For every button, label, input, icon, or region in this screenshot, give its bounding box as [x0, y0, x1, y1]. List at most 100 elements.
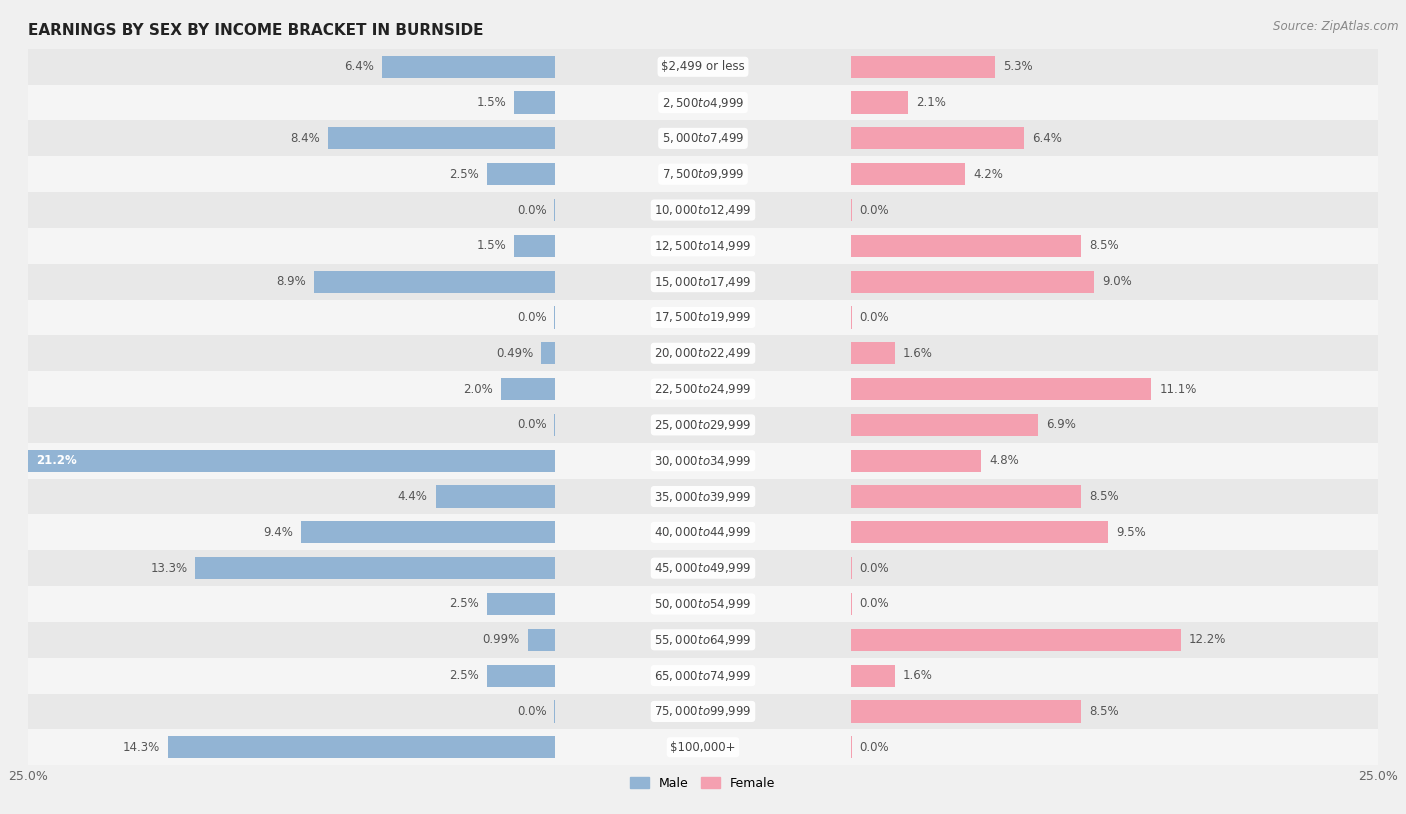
Bar [501, 378, 554, 400]
Bar [436, 485, 554, 508]
Bar [28, 443, 1378, 479]
Bar [0, 449, 554, 472]
Bar [28, 586, 1378, 622]
Bar [28, 550, 1378, 586]
Text: $30,000 to $34,999: $30,000 to $34,999 [654, 453, 752, 468]
Bar [28, 371, 1378, 407]
Text: 0.0%: 0.0% [859, 204, 889, 217]
Bar [852, 234, 1081, 257]
Bar [852, 485, 1081, 508]
Bar [28, 300, 1378, 335]
Bar [515, 91, 554, 114]
Bar [852, 163, 965, 186]
Bar [28, 192, 1378, 228]
Bar [28, 228, 1378, 264]
Bar [515, 234, 554, 257]
Legend: Male, Female: Male, Female [626, 772, 780, 794]
Text: 0.0%: 0.0% [859, 597, 889, 610]
Text: 0.0%: 0.0% [517, 418, 547, 431]
Text: 0.0%: 0.0% [859, 311, 889, 324]
Text: $35,000 to $39,999: $35,000 to $39,999 [654, 489, 752, 504]
Text: 8.9%: 8.9% [277, 275, 307, 288]
Text: $10,000 to $12,499: $10,000 to $12,499 [654, 203, 752, 217]
Bar [28, 85, 1378, 120]
Text: 4.4%: 4.4% [398, 490, 427, 503]
Bar [328, 127, 554, 150]
Bar [852, 521, 1108, 544]
Bar [28, 49, 1378, 85]
Text: 6.4%: 6.4% [1032, 132, 1062, 145]
Bar [169, 736, 554, 759]
Text: 1.5%: 1.5% [477, 239, 506, 252]
Bar [541, 342, 554, 365]
Text: 21.2%: 21.2% [37, 454, 77, 467]
Text: 2.1%: 2.1% [917, 96, 946, 109]
Bar [28, 622, 1378, 658]
Text: $20,000 to $22,499: $20,000 to $22,499 [654, 346, 752, 361]
Text: $2,500 to $4,999: $2,500 to $4,999 [662, 95, 744, 110]
Text: 8.4%: 8.4% [290, 132, 319, 145]
Text: $2,499 or less: $2,499 or less [661, 60, 745, 73]
Text: 0.0%: 0.0% [859, 741, 889, 754]
Bar [28, 694, 1378, 729]
Text: 4.8%: 4.8% [990, 454, 1019, 467]
Bar [852, 91, 908, 114]
Bar [28, 729, 1378, 765]
Bar [486, 163, 554, 186]
Text: 8.5%: 8.5% [1090, 239, 1119, 252]
Text: 6.9%: 6.9% [1046, 418, 1076, 431]
Bar [28, 264, 1378, 300]
Text: 12.2%: 12.2% [1189, 633, 1226, 646]
Text: 9.5%: 9.5% [1116, 526, 1146, 539]
Bar [28, 156, 1378, 192]
Text: 0.0%: 0.0% [517, 311, 547, 324]
Bar [28, 658, 1378, 694]
Bar [382, 55, 554, 78]
Text: $50,000 to $54,999: $50,000 to $54,999 [654, 597, 752, 611]
Text: $65,000 to $74,999: $65,000 to $74,999 [654, 668, 752, 683]
Text: 0.99%: 0.99% [482, 633, 520, 646]
Bar [28, 407, 1378, 443]
Text: $45,000 to $49,999: $45,000 to $49,999 [654, 561, 752, 575]
Text: 2.0%: 2.0% [463, 383, 492, 396]
Bar [486, 593, 554, 615]
Text: $12,500 to $14,999: $12,500 to $14,999 [654, 239, 752, 253]
Text: 1.6%: 1.6% [903, 669, 932, 682]
Text: $40,000 to $44,999: $40,000 to $44,999 [654, 525, 752, 540]
Bar [852, 628, 1181, 651]
Bar [301, 521, 554, 544]
Text: 0.49%: 0.49% [496, 347, 533, 360]
Text: 4.2%: 4.2% [973, 168, 1002, 181]
Text: 8.5%: 8.5% [1090, 490, 1119, 503]
Bar [852, 55, 994, 78]
Text: 11.1%: 11.1% [1159, 383, 1197, 396]
Text: 14.3%: 14.3% [124, 741, 160, 754]
Bar [28, 120, 1378, 156]
Bar [852, 700, 1081, 723]
Bar [852, 270, 1094, 293]
Text: 0.0%: 0.0% [517, 705, 547, 718]
Text: $22,500 to $24,999: $22,500 to $24,999 [654, 382, 752, 396]
Text: EARNINGS BY SEX BY INCOME BRACKET IN BURNSIDE: EARNINGS BY SEX BY INCOME BRACKET IN BUR… [28, 23, 484, 38]
Text: 2.5%: 2.5% [449, 597, 479, 610]
Bar [852, 414, 1038, 436]
Bar [852, 378, 1152, 400]
Bar [28, 335, 1378, 371]
Text: 9.0%: 9.0% [1102, 275, 1132, 288]
Text: 13.3%: 13.3% [150, 562, 187, 575]
Text: 6.4%: 6.4% [344, 60, 374, 73]
Text: $25,000 to $29,999: $25,000 to $29,999 [654, 418, 752, 432]
Text: 8.5%: 8.5% [1090, 705, 1119, 718]
Text: 1.5%: 1.5% [477, 96, 506, 109]
Text: $17,500 to $19,999: $17,500 to $19,999 [654, 310, 752, 325]
Bar [486, 664, 554, 687]
Text: $7,500 to $9,999: $7,500 to $9,999 [662, 167, 744, 182]
Text: $75,000 to $99,999: $75,000 to $99,999 [654, 704, 752, 719]
Bar [195, 557, 554, 580]
Text: 0.0%: 0.0% [859, 562, 889, 575]
Text: $15,000 to $17,499: $15,000 to $17,499 [654, 274, 752, 289]
Text: 9.4%: 9.4% [263, 526, 292, 539]
Text: $55,000 to $64,999: $55,000 to $64,999 [654, 632, 752, 647]
Text: $5,000 to $7,499: $5,000 to $7,499 [662, 131, 744, 146]
Bar [527, 628, 554, 651]
